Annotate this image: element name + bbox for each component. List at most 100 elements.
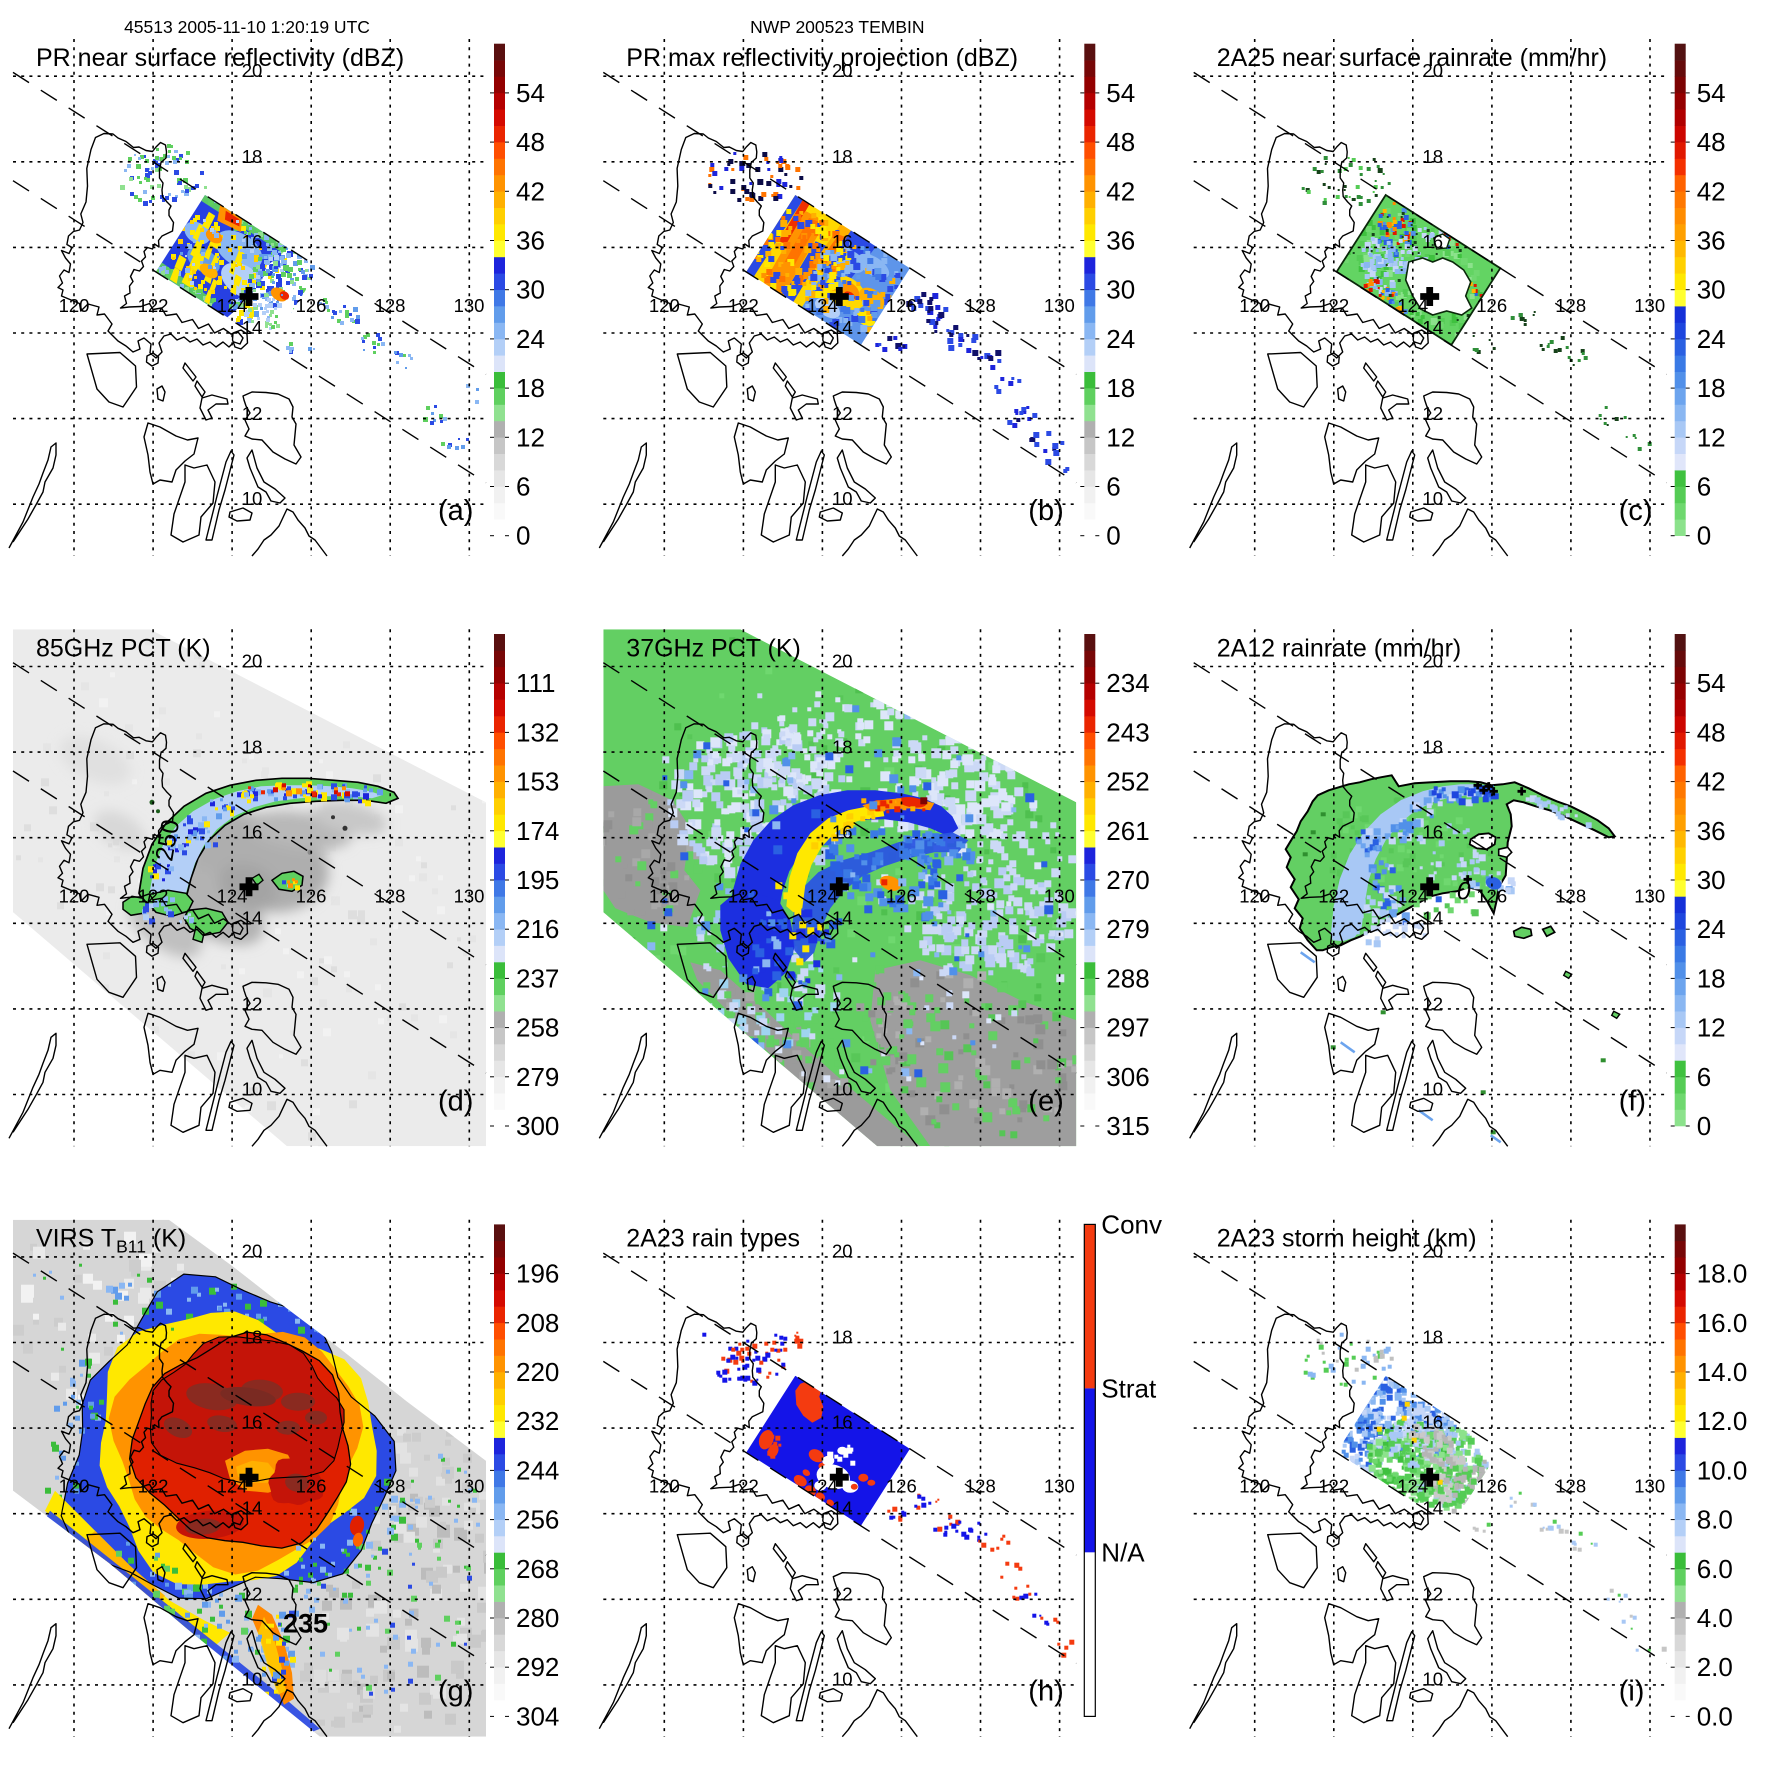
svg-text:18: 18	[242, 1327, 263, 1348]
svg-text:14: 14	[832, 907, 853, 928]
svg-text:122: 122	[138, 295, 169, 316]
svg-text:196: 196	[516, 1259, 559, 1289]
svg-text:120: 120	[649, 885, 680, 906]
svg-text:12: 12	[1422, 993, 1443, 1014]
svg-text:10: 10	[242, 1078, 263, 1099]
svg-text:36: 36	[1697, 226, 1726, 256]
svg-text:48: 48	[516, 127, 545, 157]
svg-text:24: 24	[1697, 914, 1726, 944]
svg-text:124: 124	[217, 885, 248, 906]
svg-text:128: 128	[1555, 885, 1586, 906]
svg-text:0: 0	[1457, 877, 1471, 905]
svg-text:45513 2005-11-10 1:20:19 UTC: 45513 2005-11-10 1:20:19 UTC	[124, 17, 370, 37]
svg-text:126: 126	[1476, 295, 1507, 316]
svg-text:20: 20	[242, 1241, 263, 1262]
svg-text:30: 30	[1697, 865, 1726, 895]
svg-text:36: 36	[1697, 816, 1726, 846]
svg-text:130: 130	[454, 1476, 485, 1497]
svg-text:36: 36	[516, 226, 545, 256]
svg-text:16: 16	[242, 821, 263, 842]
svg-text:126: 126	[886, 885, 917, 906]
svg-text:10: 10	[1422, 488, 1443, 509]
svg-text:12: 12	[242, 1584, 263, 1605]
svg-text:304: 304	[516, 1701, 559, 1731]
svg-text:244: 244	[516, 1455, 559, 1485]
svg-text:12: 12	[1697, 1013, 1726, 1043]
svg-text:124: 124	[217, 295, 248, 316]
svg-text:128: 128	[1555, 295, 1586, 316]
svg-text:10: 10	[242, 1669, 263, 1690]
svg-text:235: 235	[283, 1609, 328, 1639]
svg-text:234: 234	[1106, 668, 1149, 698]
svg-text:18: 18	[1697, 373, 1726, 403]
svg-text:18: 18	[1422, 736, 1443, 757]
svg-text:18: 18	[1422, 146, 1443, 167]
svg-text:10: 10	[242, 488, 263, 509]
svg-text:6: 6	[516, 472, 530, 502]
svg-text:216: 216	[516, 914, 559, 944]
svg-text:18: 18	[832, 146, 853, 167]
svg-text:122: 122	[728, 295, 759, 316]
svg-text:124: 124	[1397, 885, 1428, 906]
svg-text:6: 6	[1697, 1062, 1711, 1092]
svg-text:12: 12	[1422, 403, 1443, 424]
svg-text:18: 18	[832, 736, 853, 757]
svg-text:122: 122	[728, 885, 759, 906]
svg-text:130: 130	[454, 295, 485, 316]
svg-text:(a): (a)	[438, 495, 473, 527]
svg-text:(d): (d)	[438, 1085, 473, 1117]
svg-text:195: 195	[516, 865, 559, 895]
svg-text:14: 14	[242, 1498, 263, 1519]
svg-text:208: 208	[516, 1308, 559, 1338]
svg-text:16: 16	[832, 231, 853, 252]
svg-text:18: 18	[1106, 373, 1135, 403]
svg-text:130: 130	[1634, 885, 1665, 906]
svg-text:37GHz PCT (K): 37GHz PCT (K)	[626, 634, 801, 662]
svg-text:128: 128	[965, 885, 996, 906]
svg-text:(g): (g)	[438, 1676, 473, 1708]
svg-text:288: 288	[1106, 963, 1149, 993]
svg-text:54: 54	[516, 78, 545, 108]
svg-text:120: 120	[1239, 295, 1270, 316]
svg-text:16: 16	[832, 821, 853, 842]
svg-text:0: 0	[1697, 521, 1711, 551]
svg-text:0: 0	[1106, 521, 1120, 551]
svg-text:120: 120	[59, 295, 90, 316]
svg-text:126: 126	[886, 295, 917, 316]
svg-text:124: 124	[217, 1476, 248, 1497]
svg-text:237: 237	[516, 963, 559, 993]
svg-text:18: 18	[242, 736, 263, 757]
svg-text:126: 126	[1476, 885, 1507, 906]
svg-text:48: 48	[1697, 717, 1726, 747]
svg-text:128: 128	[375, 295, 406, 316]
svg-text:126: 126	[296, 295, 327, 316]
svg-text:126: 126	[296, 885, 327, 906]
svg-text:16: 16	[1422, 231, 1443, 252]
svg-text:280: 280	[516, 1603, 559, 1633]
svg-text:111: 111	[516, 668, 556, 698]
svg-text:54: 54	[1697, 668, 1726, 698]
svg-text:153: 153	[516, 767, 559, 797]
svg-text:174: 174	[516, 816, 559, 846]
svg-text:(b): (b)	[1028, 495, 1063, 527]
svg-text:12: 12	[832, 403, 853, 424]
svg-text:42: 42	[1106, 176, 1135, 206]
svg-text:30: 30	[1697, 275, 1726, 305]
svg-text:292: 292	[516, 1652, 559, 1682]
svg-text:243: 243	[1106, 717, 1149, 747]
svg-text:20: 20	[832, 650, 853, 671]
svg-text:10: 10	[832, 1078, 853, 1099]
svg-text:279: 279	[516, 1062, 559, 1092]
svg-text:16: 16	[242, 231, 263, 252]
svg-text:132: 132	[516, 717, 559, 747]
svg-text:12: 12	[516, 422, 545, 452]
svg-text:258: 258	[516, 1013, 559, 1043]
svg-text:PR near surface reflectivity (: PR near surface reflectivity (dBZ)	[36, 44, 404, 72]
svg-text:20: 20	[1422, 650, 1443, 671]
svg-text:24: 24	[1697, 324, 1726, 354]
svg-text:14: 14	[1422, 907, 1443, 928]
svg-text:14: 14	[242, 317, 263, 338]
svg-text:130: 130	[454, 885, 485, 906]
svg-text:126: 126	[296, 1476, 327, 1497]
svg-text:0: 0	[1697, 1111, 1711, 1141]
